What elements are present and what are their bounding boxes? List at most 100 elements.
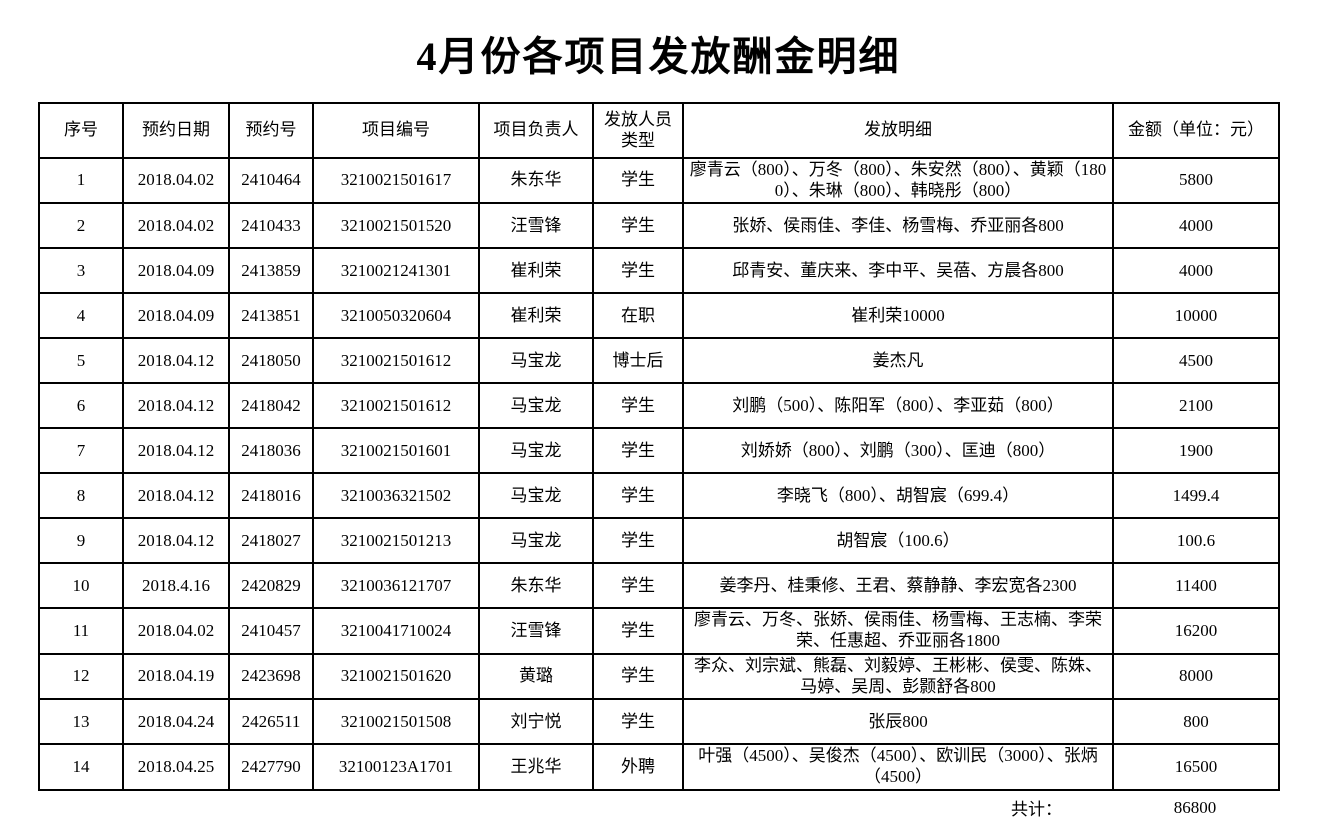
table-row: 3 2018.04.09 2413859 3210021241301 崔利荣 学生 邱青安、…	[38, 247, 1280, 295]
serial-cell: 5	[38, 337, 124, 385]
serial-cell: 9	[38, 517, 124, 565]
leader-cell: 马宝龙	[478, 427, 594, 475]
header-row: 序号 预约日期 预约号 项目编号 项目负责人 发放人员类型 发放明细 金额（单位：元）	[38, 102, 1280, 159]
leader-cell: 朱东华	[478, 562, 594, 610]
project-no-cell: 3210021241301	[312, 247, 480, 295]
project-no-cell: 3210021501612	[312, 382, 480, 430]
reservation-no-cell: 2423698	[228, 652, 314, 701]
serial-cell: 11	[38, 607, 124, 655]
serial-cell: 10	[38, 562, 124, 610]
serial-cell: 1	[38, 156, 124, 205]
reservation-no-cell: 2427790	[228, 743, 314, 791]
reservation-no-cell: 2410433	[228, 202, 314, 250]
detail-cell: 姜杰凡	[682, 337, 1114, 385]
leader-cell: 崔利荣	[478, 292, 594, 340]
date-cell: 2018.04.12	[122, 472, 230, 520]
table-row: 8 2018.04.12 2418016 3210036321502 马宝龙 学生 李晓飞（…	[38, 472, 1280, 520]
project-no-cell: 3210021501508	[312, 698, 480, 746]
leader-cell: 马宝龙	[478, 472, 594, 520]
detail-cell: 张娇、侯雨佳、李佳、杨雪梅、乔亚丽各800	[682, 202, 1114, 250]
amount-cell: 4000	[1112, 247, 1280, 295]
column-header: 发放人员类型	[592, 102, 684, 159]
payee-type-cell: 学生	[592, 382, 684, 430]
amount-cell: 2100	[1112, 382, 1280, 430]
payee-type-cell: 博士后	[592, 337, 684, 385]
serial-cell: 13	[38, 698, 124, 746]
payee-type-cell: 学生	[592, 156, 684, 205]
date-cell: 2018.04.19	[122, 652, 230, 701]
table-row: 4 2018.04.09 2413851 3210050320604 崔利荣 在职 崔利荣1…	[38, 292, 1280, 340]
amount-cell: 16200	[1112, 607, 1280, 655]
reservation-no-cell: 2420829	[228, 562, 314, 610]
payee-type-cell: 学生	[592, 562, 684, 610]
table-row: 7 2018.04.12 2418036 3210021501601 马宝龙 学生 刘娇娇（…	[38, 427, 1280, 475]
date-cell: 2018.04.25	[122, 743, 230, 791]
page-title: 4月份各项目发放酬金明细	[416, 34, 901, 79]
amount-cell: 1900	[1112, 427, 1280, 475]
detail-cell: 廖青云、万冬、张娇、侯雨佳、杨雪梅、王志楠、李荣荣、任惠超、乔亚丽各1800	[682, 607, 1114, 655]
column-header: 项目负责人	[478, 102, 594, 159]
payee-type-cell: 学生	[592, 472, 684, 520]
amount-cell: 10000	[1112, 292, 1280, 340]
serial-cell: 12	[38, 652, 124, 701]
detail-cell: 廖青云（800）、万冬（800）、朱安然（800）、黄颖（1800）、朱琳（80…	[682, 156, 1114, 205]
payee-type-cell: 外聘	[592, 743, 684, 791]
table-row: 11 2018.04.02 2410457 3210041710024 汪雪锋 学生 廖青云…	[38, 607, 1280, 655]
serial-cell: 2	[38, 202, 124, 250]
remuneration-table: 序号 预约日期 预约号 项目编号 项目负责人 发放人员类型 发放明细 金额（单位：元） 1 20…	[38, 102, 1280, 791]
detail-cell: 李众、刘宗斌、熊磊、刘毅婷、王彬彬、侯雯、陈姝、马婷、吴周、彭颢舒各800	[682, 652, 1114, 701]
payee-type-cell: 学生	[592, 427, 684, 475]
project-no-cell: 3210050320604	[312, 292, 480, 340]
date-cell: 2018.04.02	[122, 607, 230, 655]
reservation-no-cell: 2410457	[228, 607, 314, 655]
detail-cell: 邱青安、董庆来、李中平、吴蓓、方晨各800	[682, 247, 1114, 295]
project-no-cell: 3210021501213	[312, 517, 480, 565]
reservation-no-cell: 2418016	[228, 472, 314, 520]
leader-cell: 汪雪锋	[478, 202, 594, 250]
table-row: 9 2018.04.12 2418027 3210021501213 马宝龙 学生 胡智宸（…	[38, 517, 1280, 565]
amount-cell: 1499.4	[1112, 472, 1280, 520]
amount-cell: 4500	[1112, 337, 1280, 385]
amount-cell: 11400	[1112, 562, 1280, 610]
payee-type-cell: 学生	[592, 202, 684, 250]
project-no-cell: 3210021501612	[312, 337, 480, 385]
reservation-no-cell: 2426511	[228, 698, 314, 746]
leader-cell: 马宝龙	[478, 382, 594, 430]
project-no-cell: 32100123A1701	[312, 743, 480, 791]
leader-cell: 王兆华	[478, 743, 594, 791]
date-cell: 2018.04.09	[122, 247, 230, 295]
serial-cell: 3	[38, 247, 124, 295]
date-cell: 2018.04.09	[122, 292, 230, 340]
serial-cell: 8	[38, 472, 124, 520]
payee-type-cell: 学生	[592, 698, 684, 746]
column-header: 项目编号	[312, 102, 480, 159]
reservation-no-cell: 2418042	[228, 382, 314, 430]
leader-cell: 马宝龙	[478, 337, 594, 385]
payee-type-cell: 在职	[592, 292, 684, 340]
leader-cell: 马宝龙	[478, 517, 594, 565]
amount-cell: 5800	[1112, 156, 1280, 205]
reservation-no-cell: 2413859	[228, 247, 314, 295]
reservation-no-cell: 2418027	[228, 517, 314, 565]
column-header: 预约号	[228, 102, 314, 159]
project-no-cell: 3210021501620	[312, 652, 480, 701]
leader-cell: 汪雪锋	[478, 607, 594, 655]
column-header: 预约日期	[122, 102, 230, 159]
table-row: 2 2018.04.02 2410433 3210021501520 汪雪锋 学生 张娇、侯…	[38, 202, 1280, 250]
project-no-cell: 3210041710024	[312, 607, 480, 655]
leader-cell: 黄璐	[478, 652, 594, 701]
serial-cell: 6	[38, 382, 124, 430]
project-no-cell: 3210036321502	[312, 472, 480, 520]
date-cell: 2018.04.24	[122, 698, 230, 746]
detail-cell: 叶强（4500）、吴俊杰（4500）、欧训民（3000）、张炳（4500）	[682, 743, 1114, 791]
serial-cell: 4	[38, 292, 124, 340]
leader-cell: 崔利荣	[478, 247, 594, 295]
total-label: 共计：	[1011, 800, 1062, 820]
detail-cell: 李晓飞（800）、胡智宸（699.4）	[682, 472, 1114, 520]
reservation-no-cell: 2410464	[228, 156, 314, 205]
detail-cell: 刘娇娇（800）、刘鹏（300）、匡迪（800）	[682, 427, 1114, 475]
table-row: 14 2018.04.25 2427790 32100123A1701 王兆华 外聘 叶强（…	[38, 743, 1280, 791]
table-row: 13 2018.04.24 2426511 3210021501508 刘宁悦 学生 张辰8…	[38, 698, 1280, 746]
project-no-cell: 3210021501520	[312, 202, 480, 250]
project-no-cell: 3210021501617	[312, 156, 480, 205]
